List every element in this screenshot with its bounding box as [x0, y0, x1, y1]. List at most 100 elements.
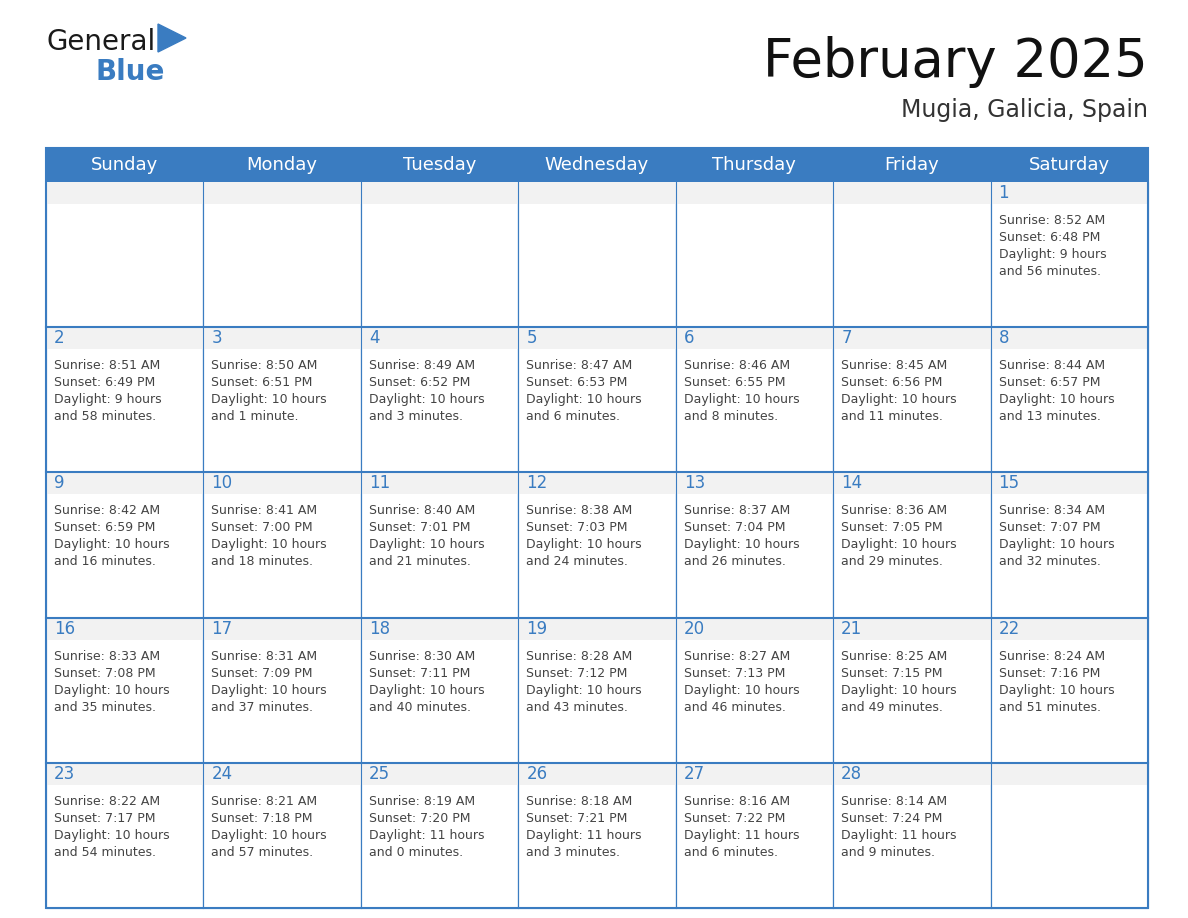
- Text: Daylight: 9 hours: Daylight: 9 hours: [53, 393, 162, 406]
- Text: 27: 27: [684, 765, 704, 783]
- Bar: [518, 148, 676, 182]
- Text: and 3 minutes.: and 3 minutes.: [526, 845, 620, 859]
- Bar: [361, 618, 518, 640]
- Text: Saturday: Saturday: [1029, 156, 1110, 174]
- Text: Daylight: 10 hours: Daylight: 10 hours: [53, 829, 170, 842]
- Bar: [518, 327, 676, 349]
- Text: and 51 minutes.: and 51 minutes.: [999, 700, 1100, 713]
- Text: Sunset: 7:18 PM: Sunset: 7:18 PM: [211, 812, 312, 824]
- Text: Daylight: 11 hours: Daylight: 11 hours: [841, 829, 956, 842]
- Text: Daylight: 10 hours: Daylight: 10 hours: [211, 538, 327, 552]
- Bar: [833, 148, 991, 182]
- Bar: [203, 473, 361, 618]
- Text: 18: 18: [368, 620, 390, 638]
- Text: Sunset: 6:52 PM: Sunset: 6:52 PM: [368, 376, 470, 389]
- Text: Sunset: 6:53 PM: Sunset: 6:53 PM: [526, 376, 627, 389]
- Text: Daylight: 10 hours: Daylight: 10 hours: [526, 393, 642, 406]
- Text: 14: 14: [841, 475, 862, 492]
- Bar: [203, 327, 361, 349]
- Bar: [361, 182, 518, 204]
- Text: Sunrise: 8:34 AM: Sunrise: 8:34 AM: [999, 504, 1105, 518]
- Bar: [991, 618, 1148, 763]
- Text: Daylight: 10 hours: Daylight: 10 hours: [999, 538, 1114, 552]
- Text: Sunrise: 8:46 AM: Sunrise: 8:46 AM: [684, 359, 790, 372]
- Bar: [676, 182, 833, 327]
- Text: and 35 minutes.: and 35 minutes.: [53, 700, 156, 713]
- Text: 25: 25: [368, 765, 390, 783]
- Bar: [518, 763, 676, 785]
- Text: Daylight: 10 hours: Daylight: 10 hours: [211, 829, 327, 842]
- Text: and 1 minute.: and 1 minute.: [211, 410, 299, 423]
- Bar: [518, 763, 676, 908]
- Text: Daylight: 11 hours: Daylight: 11 hours: [526, 829, 642, 842]
- Bar: [833, 618, 991, 763]
- Text: Daylight: 10 hours: Daylight: 10 hours: [841, 393, 956, 406]
- Text: Sunrise: 8:24 AM: Sunrise: 8:24 AM: [999, 650, 1105, 663]
- Text: 5: 5: [526, 330, 537, 347]
- Bar: [518, 327, 676, 473]
- Text: and 43 minutes.: and 43 minutes.: [526, 700, 628, 713]
- Text: and 26 minutes.: and 26 minutes.: [684, 555, 785, 568]
- Text: General: General: [46, 28, 156, 56]
- Text: Sunset: 7:05 PM: Sunset: 7:05 PM: [841, 521, 943, 534]
- Text: Daylight: 10 hours: Daylight: 10 hours: [526, 684, 642, 697]
- Text: Sunset: 7:09 PM: Sunset: 7:09 PM: [211, 666, 312, 679]
- Text: and 0 minutes.: and 0 minutes.: [368, 845, 463, 859]
- Text: and 16 minutes.: and 16 minutes.: [53, 555, 156, 568]
- Bar: [46, 763, 203, 908]
- Text: 2: 2: [53, 330, 64, 347]
- Text: 10: 10: [211, 475, 233, 492]
- Bar: [46, 182, 203, 204]
- Text: Sunset: 7:03 PM: Sunset: 7:03 PM: [526, 521, 627, 534]
- Text: Sunset: 6:51 PM: Sunset: 6:51 PM: [211, 376, 312, 389]
- Text: and 13 minutes.: and 13 minutes.: [999, 410, 1100, 423]
- Text: Sunset: 7:11 PM: Sunset: 7:11 PM: [368, 666, 470, 679]
- Text: Sunset: 6:57 PM: Sunset: 6:57 PM: [999, 376, 1100, 389]
- Text: Sunset: 7:12 PM: Sunset: 7:12 PM: [526, 666, 627, 679]
- Bar: [991, 763, 1148, 908]
- Text: Sunset: 6:48 PM: Sunset: 6:48 PM: [999, 231, 1100, 244]
- Bar: [361, 473, 518, 618]
- Bar: [676, 763, 833, 785]
- Bar: [203, 618, 361, 640]
- Text: Sunrise: 8:50 AM: Sunrise: 8:50 AM: [211, 359, 318, 372]
- Text: Daylight: 10 hours: Daylight: 10 hours: [526, 538, 642, 552]
- Bar: [361, 327, 518, 473]
- Bar: [991, 182, 1148, 327]
- Text: Wednesday: Wednesday: [545, 156, 649, 174]
- Bar: [46, 327, 203, 473]
- Text: Sunset: 7:04 PM: Sunset: 7:04 PM: [684, 521, 785, 534]
- Text: 19: 19: [526, 620, 548, 638]
- Text: Monday: Monday: [247, 156, 317, 174]
- Text: Sunrise: 8:28 AM: Sunrise: 8:28 AM: [526, 650, 632, 663]
- Text: Sunset: 7:13 PM: Sunset: 7:13 PM: [684, 666, 785, 679]
- Text: 15: 15: [999, 475, 1019, 492]
- Text: Daylight: 10 hours: Daylight: 10 hours: [684, 393, 800, 406]
- Bar: [991, 327, 1148, 349]
- Text: Sunset: 7:16 PM: Sunset: 7:16 PM: [999, 666, 1100, 679]
- Text: Sunrise: 8:22 AM: Sunrise: 8:22 AM: [53, 795, 160, 808]
- Text: Daylight: 10 hours: Daylight: 10 hours: [211, 393, 327, 406]
- Bar: [203, 618, 361, 763]
- Bar: [518, 473, 676, 618]
- Bar: [203, 763, 361, 785]
- Text: Mugia, Galicia, Spain: Mugia, Galicia, Spain: [901, 98, 1148, 122]
- Text: 20: 20: [684, 620, 704, 638]
- Text: Daylight: 11 hours: Daylight: 11 hours: [368, 829, 485, 842]
- Text: Sunset: 6:49 PM: Sunset: 6:49 PM: [53, 376, 156, 389]
- Text: Sunset: 7:07 PM: Sunset: 7:07 PM: [999, 521, 1100, 534]
- Bar: [203, 182, 361, 327]
- Bar: [361, 763, 518, 785]
- Text: Sunset: 6:59 PM: Sunset: 6:59 PM: [53, 521, 156, 534]
- Text: and 32 minutes.: and 32 minutes.: [999, 555, 1100, 568]
- Text: and 3 minutes.: and 3 minutes.: [368, 410, 463, 423]
- Bar: [991, 763, 1148, 785]
- Text: Daylight: 10 hours: Daylight: 10 hours: [684, 684, 800, 697]
- Text: Sunset: 7:01 PM: Sunset: 7:01 PM: [368, 521, 470, 534]
- Text: Thursday: Thursday: [713, 156, 796, 174]
- Text: Sunrise: 8:49 AM: Sunrise: 8:49 AM: [368, 359, 475, 372]
- Bar: [676, 763, 833, 908]
- Bar: [991, 473, 1148, 618]
- Bar: [518, 473, 676, 495]
- Bar: [361, 182, 518, 327]
